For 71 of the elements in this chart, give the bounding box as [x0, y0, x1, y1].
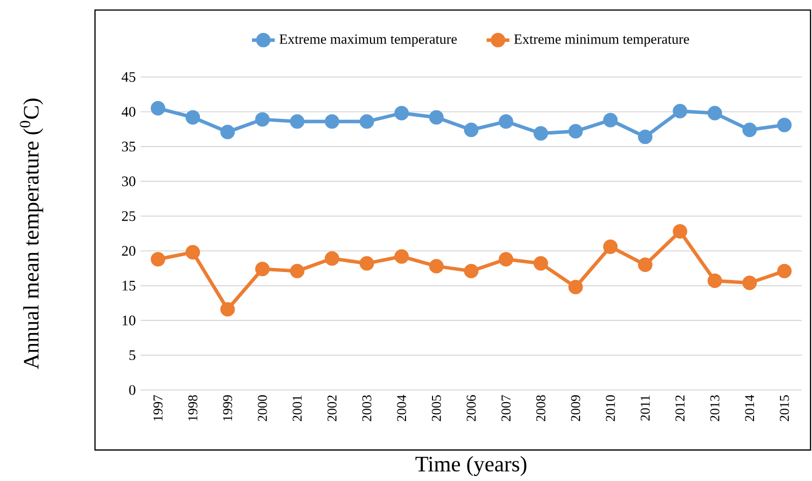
- y-tick-label: 25: [122, 211, 136, 221]
- point: [638, 130, 652, 144]
- point: [186, 110, 200, 125]
- x-tick-label: 2008: [536, 395, 546, 422]
- x-tick-label: 2012: [675, 395, 685, 422]
- y-axis-title: Annual mean temperature ($^{0}$C): [20, 98, 44, 370]
- point: [603, 112, 618, 128]
- point: [150, 252, 166, 266]
- point: [290, 114, 304, 129]
- x-tick-label: 2003: [362, 395, 372, 422]
- y-tick-label: 35: [122, 142, 136, 152]
- point: [742, 122, 757, 138]
- legend-label: Extreme maximum temperature: [280, 34, 457, 47]
- x-tick-label: 2001: [292, 396, 302, 422]
- legend-label: Extreme minimum temperature: [514, 34, 690, 47]
- point: [255, 112, 270, 127]
- point: [638, 258, 652, 272]
- x-tick-label: 2000: [258, 395, 267, 422]
- point: [186, 245, 200, 260]
- y-tick-label: 45: [122, 72, 136, 82]
- point: [429, 110, 444, 125]
- point: [220, 302, 235, 317]
- point: [220, 124, 235, 140]
- point: [464, 122, 478, 138]
- point: [324, 114, 340, 129]
- point: [534, 256, 548, 271]
- x-axis-title: Time (years): [415, 456, 526, 476]
- x-tick-label: 1997: [153, 395, 163, 421]
- point: [568, 280, 583, 294]
- x-tick-label: 2010: [606, 395, 615, 422]
- y-tick-label: 15: [122, 280, 136, 291]
- x-tick-label: 2013: [710, 395, 720, 422]
- x-tick-label: 2011: [640, 396, 650, 421]
- y-tick-label: 20: [122, 246, 136, 256]
- point: [708, 106, 722, 120]
- point: [360, 256, 374, 271]
- x-tick-label: 2002: [327, 395, 337, 422]
- x-tick-label: 2014: [745, 394, 754, 422]
- y-tick-label: 0: [129, 385, 136, 395]
- y-tick-label: 40: [122, 106, 136, 117]
- x-tick-label: 1999: [223, 395, 232, 421]
- point: [777, 264, 792, 278]
- point: [708, 274, 722, 288]
- point: [777, 118, 792, 132]
- point: [255, 262, 270, 276]
- point: [568, 124, 583, 138]
- point: [742, 276, 757, 290]
- x-tick-label: 2015: [780, 395, 789, 422]
- x-tick-label: 2004: [397, 394, 406, 422]
- point: [534, 126, 548, 141]
- point: [498, 114, 514, 129]
- point: [360, 114, 374, 129]
- point: [672, 224, 688, 239]
- point: [672, 104, 688, 118]
- y-tick-label: 10: [122, 316, 136, 326]
- x-tick-label: 2005: [432, 395, 441, 422]
- point: [324, 251, 340, 266]
- point: [150, 101, 166, 116]
- x-tick-label: 2006: [466, 395, 476, 422]
- point: [464, 264, 478, 278]
- y-tick-label: 5: [129, 350, 136, 360]
- y-tick-label: 30: [122, 176, 136, 186]
- x-tick-label: 2009: [571, 395, 580, 422]
- point: [290, 264, 304, 278]
- point: [394, 106, 409, 120]
- point: [603, 239, 618, 254]
- point: [429, 258, 444, 274]
- point: [498, 252, 514, 266]
- point: [394, 249, 409, 264]
- x-tick-label: 1998: [188, 395, 198, 421]
- x-tick-label: 2007: [501, 395, 511, 422]
